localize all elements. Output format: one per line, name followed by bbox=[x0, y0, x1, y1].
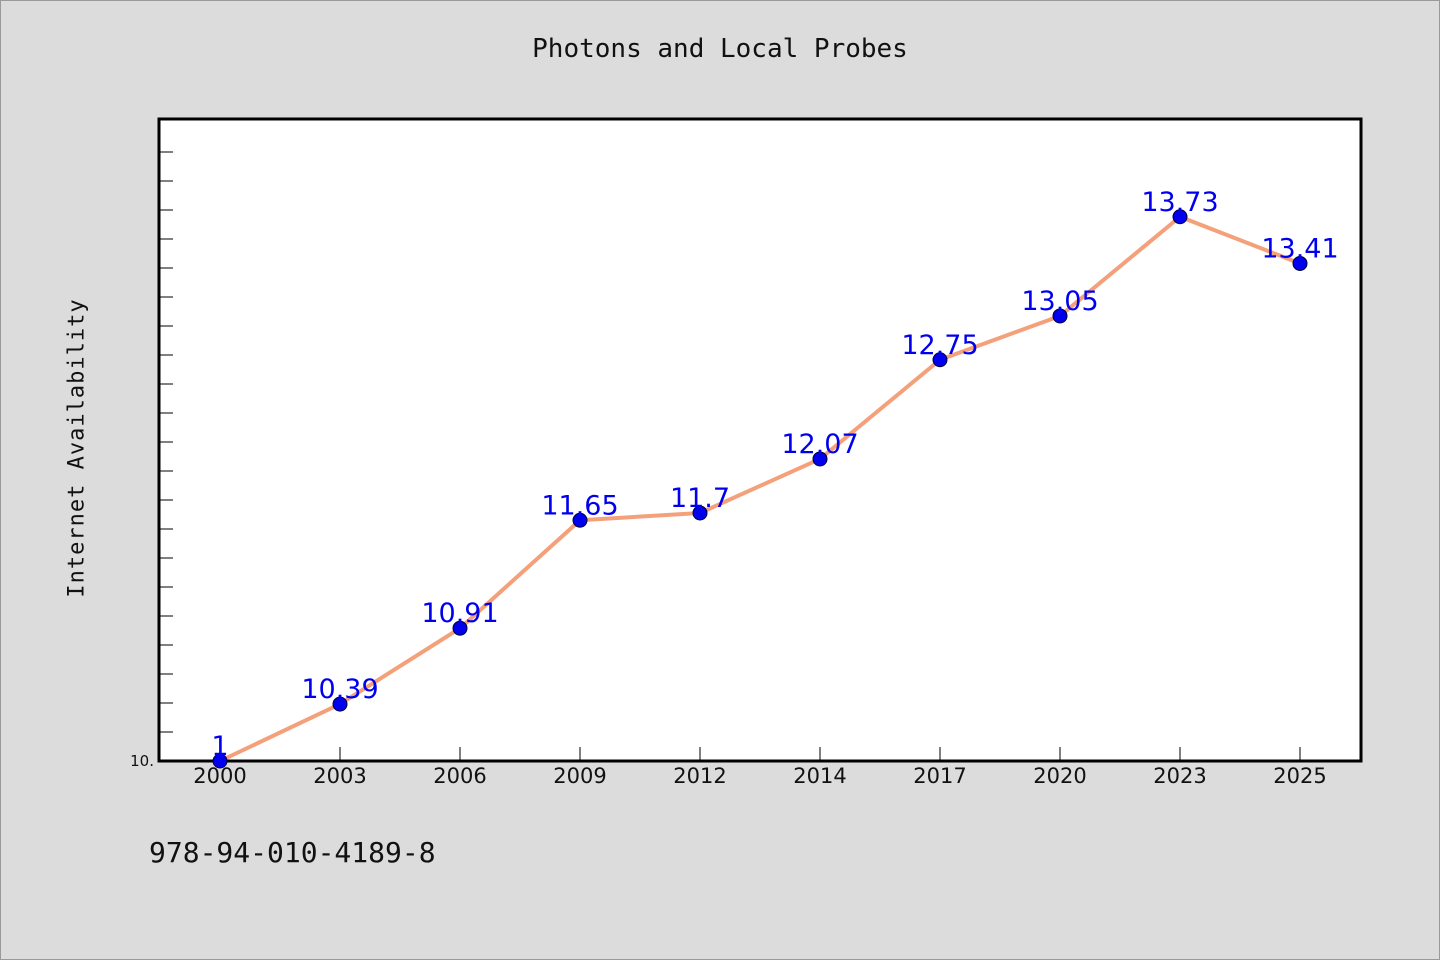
data-label: 13.41 bbox=[1261, 233, 1338, 264]
data-label: 13.05 bbox=[1021, 286, 1098, 317]
x-tick-label: 2003 bbox=[313, 764, 366, 788]
data-label: 12.07 bbox=[781, 429, 858, 460]
x-tick-label: 2012 bbox=[673, 764, 726, 788]
data-labels: 1 10.39 10.91 11.65 11.7 12.07 12.75 13.05 13.73… bbox=[211, 187, 1338, 762]
data-label: 10.39 bbox=[301, 674, 378, 705]
data-point bbox=[1292, 255, 1308, 271]
data-label: 13.73 bbox=[1141, 187, 1218, 218]
data-point bbox=[692, 505, 708, 521]
x-tick-label: 2009 bbox=[553, 764, 606, 788]
x-tick-label: 2017 bbox=[913, 764, 966, 788]
x-tick-label: 2014 bbox=[793, 764, 846, 788]
x-tick-label: 2020 bbox=[1033, 764, 1086, 788]
x-axis-ticks: 2000 2003 2006 2009 2012 2014 2017 2020 2023 2025 bbox=[193, 747, 1327, 788]
data-point bbox=[452, 620, 468, 636]
data-label: 1 bbox=[211, 731, 228, 762]
data-point bbox=[212, 753, 228, 769]
data-point bbox=[572, 512, 588, 528]
series-markers bbox=[212, 209, 1308, 769]
data-point bbox=[332, 696, 348, 712]
data-point bbox=[1172, 209, 1188, 225]
data-label: 12.75 bbox=[901, 330, 978, 361]
data-label: 11.7 bbox=[670, 483, 730, 514]
isbn-text: 978-94-010-4189-8 bbox=[149, 836, 436, 869]
x-tick-label: 2023 bbox=[1153, 764, 1206, 788]
y-tick-labels: 10. bbox=[130, 752, 154, 770]
data-label: 10.91 bbox=[421, 598, 498, 629]
x-tick-label: 2025 bbox=[1273, 764, 1326, 788]
y-minor-ticks bbox=[159, 151, 173, 733]
data-point bbox=[1052, 308, 1068, 324]
x-tick-label: 2006 bbox=[433, 764, 486, 788]
data-label: 11.65 bbox=[541, 490, 618, 521]
series-line bbox=[219, 214, 1301, 763]
chart-title: Photons and Local Probes bbox=[532, 34, 908, 64]
data-point bbox=[932, 352, 948, 368]
y-tick-label: 10. bbox=[130, 752, 154, 770]
plot-area bbox=[157, 117, 1363, 763]
data-point bbox=[812, 451, 828, 467]
series-line-group bbox=[219, 214, 1301, 763]
